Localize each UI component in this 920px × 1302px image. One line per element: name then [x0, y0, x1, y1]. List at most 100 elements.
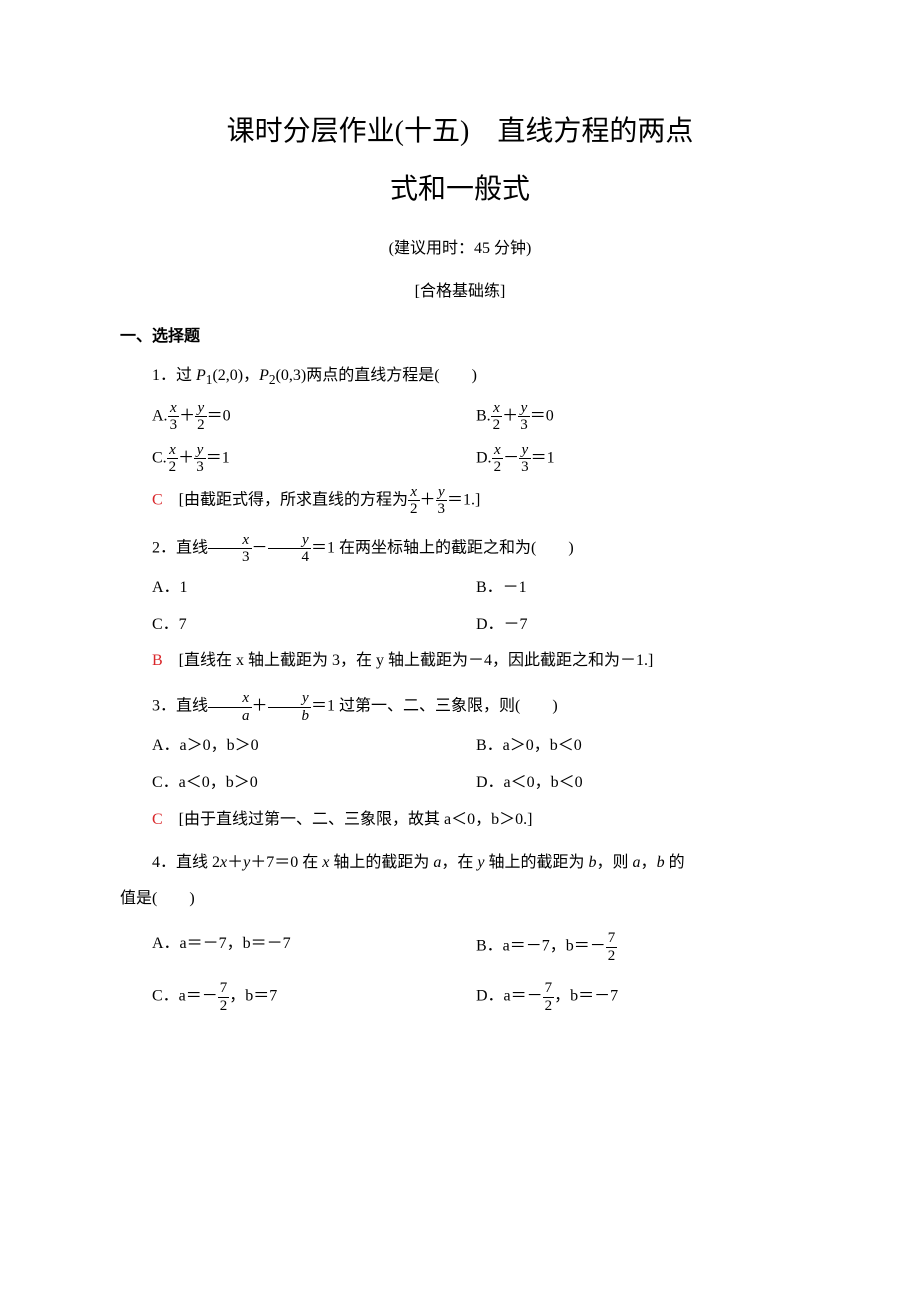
- q3-frac1-num: x: [208, 690, 252, 708]
- q3-suffix: ＝1 过第一、二、三象限，则( ): [311, 698, 558, 715]
- section-header: 一、选择题: [120, 323, 800, 352]
- q3-frac2-den: b: [268, 708, 312, 725]
- q1-optD: D.x2－y3＝1: [476, 442, 800, 476]
- q4-optA: A．a＝－7，b＝－7: [152, 930, 476, 964]
- q1-optB-frac2: y3: [518, 400, 530, 434]
- q2-prefix: 2．直线: [152, 539, 208, 556]
- q3-options-row1: A．a＞0，b＞0 B．a＞0，b＜0: [120, 732, 800, 761]
- q4-optD-frac-den: 2: [543, 998, 555, 1015]
- q2-optB: B．－1: [476, 574, 800, 603]
- q4-optB-frac: 72: [606, 930, 618, 964]
- q3-stem: 3．直线xa＋yb＝1 过第一、二、三象限，则( ): [120, 690, 800, 724]
- q3-plus: ＋: [252, 698, 268, 715]
- q1-answer-frac2: y3: [436, 484, 448, 518]
- q4-a2: a: [633, 854, 641, 871]
- q1-answer: C [由截距式得，所求直线的方程为x2＋y3＝1.]: [120, 484, 800, 518]
- q4-mid: ＋7＝0 在: [250, 854, 322, 871]
- q1-optB-plus: ＋: [502, 407, 518, 424]
- q1-optC-frac2-num: y: [194, 442, 206, 460]
- q1-p1-label: P: [196, 367, 206, 384]
- q4-stem-line2: 值是( ): [120, 885, 800, 914]
- q1-options-row1: A.x3＋y2＝0 B.x2＋y3＝0: [120, 400, 800, 434]
- q1-optC-frac1: x2: [167, 442, 179, 476]
- q4-optB: B．a＝－7，b＝－72: [476, 930, 800, 964]
- q4-optD-frac-num: 7: [543, 980, 555, 998]
- q4-y2: y: [477, 854, 484, 871]
- q4-optD-frac: 72: [543, 980, 555, 1014]
- q3-frac2-num: y: [268, 690, 312, 708]
- q4-options-row1: A．a＝－7，b＝－7 B．a＝－7，b＝－72: [120, 930, 800, 964]
- page-title: 课时分层作业(十五) 直线方程的两点: [120, 110, 800, 155]
- q2-answer: B [直线在 x 轴上截距为 3，在 y 轴上截距为－4，因此截距之和为－1.]: [120, 647, 800, 676]
- q1-optD-prefix: D.: [476, 449, 492, 466]
- q3-frac2: yb: [268, 690, 312, 724]
- q1-optB-frac2-num: y: [518, 400, 530, 418]
- q1-prefix: 1．过: [152, 367, 196, 384]
- q1-optA-frac2: y2: [195, 400, 207, 434]
- q1-answer-frac1-num: x: [408, 484, 420, 502]
- q3-prefix: 3．直线: [152, 698, 208, 715]
- q1-optC-frac1-num: x: [167, 442, 179, 460]
- q2-stem: 2．直线x3－y4＝1 在两坐标轴上的截距之和为( ): [120, 532, 800, 566]
- q1-answer-letter: C: [152, 491, 163, 508]
- q1-p2-label: P: [259, 367, 269, 384]
- time-suggestion: (建议用时：45 分钟): [120, 235, 800, 264]
- q4-mid4: 轴上的截距为: [485, 854, 589, 871]
- q1-optB-prefix: B.: [476, 407, 491, 424]
- q3-frac1: xa: [208, 690, 252, 724]
- q3-answer: C [由于直线过第一、二、三象限，故其 a＜0，b＞0.]: [120, 806, 800, 835]
- q2-optD: D．－7: [476, 611, 800, 640]
- q1-answer-text1: [由截距式得，所求直线的方程为: [163, 491, 408, 508]
- q1-optA-frac2-num: y: [195, 400, 207, 418]
- q1-optA-frac1-den: 3: [168, 417, 180, 434]
- q1-optC-frac1-den: 2: [167, 459, 179, 476]
- q4-b: b: [589, 854, 597, 871]
- q3-answer-letter: C: [152, 811, 163, 828]
- q4-stem-line1: 4．直线 2x＋y＋7＝0 在 x 轴上的截距为 a，在 y 轴上的截距为 b，…: [120, 849, 800, 878]
- q4-optD: D．a＝－72，b＝－7: [476, 980, 800, 1014]
- q1-p2-sub: 2: [269, 372, 276, 387]
- q1-answer-frac2-num: y: [436, 484, 448, 502]
- q4-plus: ＋: [227, 854, 243, 871]
- q3-optA: A．a＞0，b＞0: [152, 732, 476, 761]
- q1-optB-frac1: x2: [491, 400, 503, 434]
- q2-minus: －: [252, 539, 268, 556]
- q1-optC-eq: ＝1: [206, 449, 230, 466]
- q3-optC: C．a＜0，b＞0: [152, 769, 476, 798]
- q4-mid5: ，则: [597, 854, 633, 871]
- q1-optA-frac2-den: 2: [195, 417, 207, 434]
- q2-optC: C．7: [152, 611, 476, 640]
- q4-optC-frac: 72: [218, 980, 230, 1014]
- q1-options-row2: C.x2＋y3＝1 D.x2－y3＝1: [120, 442, 800, 476]
- q4-optD-suffix: ，b＝－7: [554, 988, 618, 1005]
- q1-optB: B.x2＋y3＝0: [476, 400, 800, 434]
- q1-optA-frac1-num: x: [168, 400, 180, 418]
- q3-optB: B．a＞0，b＜0: [476, 732, 800, 761]
- q2-frac1-num: x: [208, 532, 252, 550]
- q1-stem: 1．过 P1(2,0)，P2(0,3)两点的直线方程是( ): [120, 362, 800, 392]
- q2-optA: A．1: [152, 574, 476, 603]
- q1-optB-frac1-num: x: [491, 400, 503, 418]
- q1-answer-frac2-den: 3: [436, 501, 448, 518]
- q3-optD: D．a＜0，b＜0: [476, 769, 800, 798]
- q1-optA-frac1: x3: [168, 400, 180, 434]
- q2-options-row2: C．7 D．－7: [120, 611, 800, 640]
- q1-answer-plus: ＋: [420, 491, 436, 508]
- q4-optD-prefix: D．a＝－: [476, 988, 543, 1005]
- q1-optC-frac2-den: 3: [194, 459, 206, 476]
- q3-options-row2: C．a＜0，b＞0 D．a＜0，b＜0: [120, 769, 800, 798]
- q1-optD-frac1-den: 2: [492, 459, 504, 476]
- q2-frac2-den: 4: [268, 549, 312, 566]
- q2-options-row1: A．1 B．－1: [120, 574, 800, 603]
- q1-optB-frac2-den: 3: [518, 417, 530, 434]
- q1-optD-frac2: y3: [519, 442, 531, 476]
- section-label: [合格基础练]: [120, 278, 800, 307]
- q1-answer-frac1: x2: [408, 484, 420, 518]
- q4-optB-frac-num: 7: [606, 930, 618, 948]
- q4-suffix: 的: [665, 854, 685, 871]
- q2-frac1: x3: [208, 532, 252, 566]
- q1-optD-frac1: x2: [492, 442, 504, 476]
- q4-optC-frac-den: 2: [218, 998, 230, 1015]
- q2-answer-letter: B: [152, 652, 163, 669]
- q1-optA-prefix: A.: [152, 407, 168, 424]
